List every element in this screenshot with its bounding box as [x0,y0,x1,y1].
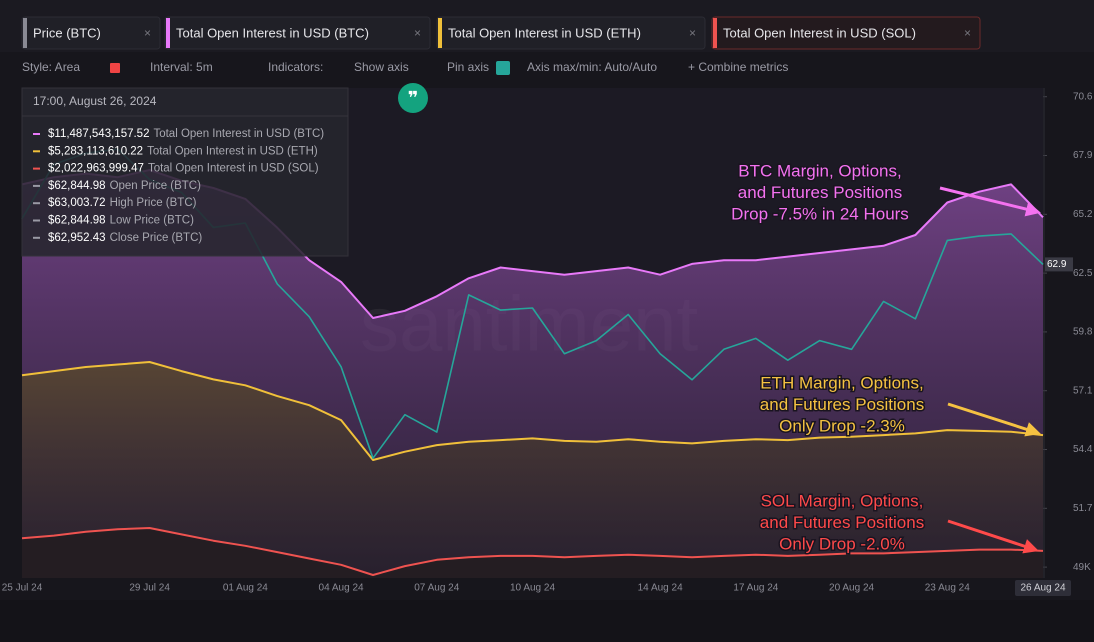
tooltip-title: 17:00, August 26, 2024 [33,94,157,108]
toolbar-item[interactable]: Pin axis [447,60,489,74]
tooltip-row: $5,283,113,610.22 Total Open Interest in … [48,145,318,157]
annotation-arrow [947,402,1041,437]
tooltip-value: $63,003.72 [48,197,106,209]
pin-checkbox[interactable] [496,61,510,75]
tab-close: × [964,26,971,40]
tooltip-label: Open Price (BTC) [110,180,202,192]
y-tick-label: 57.1 [1073,385,1093,396]
x-tick-label: 10 Aug 24 [510,583,555,594]
tooltip-row: $62,952.43 Close Price (BTC) [48,232,202,244]
tooltip-label: High Price (BTC) [110,197,197,209]
comment-badge[interactable] [398,83,428,113]
y-tick-label: 51.7 [1073,503,1093,514]
tooltip-row: $63,003.72 High Price (BTC) [48,197,197,209]
annotation-line: and Futures Positions [760,513,924,532]
tab-label[interactable]: Price (BTC) [33,25,101,40]
tooltip-row: $62,844.98 Low Price (BTC) [48,215,194,227]
tooltip-value: $62,844.98 [48,180,106,192]
tab[interactable] [436,16,706,50]
toolbar-item[interactable]: + Combine metrics [688,60,788,74]
annotation-line: Drop -7.5% in 24 Hours [731,204,909,223]
tab[interactable] [711,16,981,50]
annotation-arrow [947,519,1039,554]
y-tick-label: 67.9 [1073,150,1093,161]
x-tick-label: 04 Aug 24 [319,583,364,594]
annotation-line: BTC Margin, Options, [738,161,901,180]
tab[interactable] [164,16,431,50]
tab-color-bar [438,18,442,48]
y-tick-label: 54.4 [1073,444,1093,455]
y-tick-label: 62.5 [1073,268,1093,279]
x-tick-label: 01 Aug 24 [223,583,268,594]
y-tick-label: 59.8 [1073,327,1093,338]
tab-label[interactable]: Total Open Interest in USD (SOL) [723,25,916,40]
tab-label[interactable]: Total Open Interest in USD (BTC) [176,25,369,40]
area-fill [22,362,1043,578]
x-tick-label: 23 Aug 24 [925,583,970,594]
annotation-line: and Futures Positions [738,183,902,202]
navigator [0,600,1094,642]
tooltip-value: $62,952.43 [48,232,106,244]
color-swatch [110,63,120,73]
toolbar-item[interactable]: Indicators: [268,60,323,74]
annotation-line: Only Drop -2.0% [779,534,905,553]
toolbar-item[interactable]: Interval: 5m [150,60,213,74]
tab-color-bar [166,18,170,48]
x-tick-label: 07 Aug 24 [414,583,459,594]
tooltip-value: $62,844.98 [48,215,106,227]
tooltip-row: $11,487,543,157.52 Total Open Interest in… [48,128,324,140]
tooltip-value: $11,487,543,157.52 [48,128,149,140]
price-marker [1045,257,1073,272]
x-tick-label: 25 Jul 24 [2,583,43,594]
annotation-line: SOL Margin, Options, [761,491,924,510]
tab-close: × [144,26,151,40]
annotation-line: ETH Margin, Options, [760,373,923,392]
tab-color-bar [713,18,717,48]
tooltip-label: Low Price (BTC) [110,215,195,227]
tooltip-label: Total Open Interest in USD (SOL) [148,163,319,175]
tab-close: × [414,26,421,40]
x-tick-label: 26 Aug 24 [1020,583,1065,594]
tab-color-bar [23,18,27,48]
tooltip-label: Total Open Interest in USD (ETH) [147,145,318,157]
y-tick-label: 70.6 [1073,91,1093,102]
y-tick-label: 49K [1073,562,1091,573]
comment-icon: ❞ [408,88,419,108]
x-tick-label: 20 Aug 24 [829,583,874,594]
toolbar-item[interactable]: Style: Area [22,60,80,74]
annotation-line: Only Drop -2.3% [779,416,905,435]
x-tick-label: 14 Aug 24 [638,583,683,594]
series-line [21,361,1044,461]
x-tick-label: 29 Jul 24 [129,583,170,594]
x-tick-label: 17 Aug 24 [733,583,778,594]
toolbar-item[interactable]: Show axis [354,60,409,74]
tooltip-value: $5,283,113,610.22 [48,145,143,157]
tooltip-label: Close Price (BTC) [110,232,203,244]
tab-close: × [689,26,696,40]
tooltip-row: $2,022,963,999.47 Total Open Interest in … [48,163,319,175]
toolbar-item[interactable]: Axis max/min: Auto/Auto [527,60,657,74]
annotation-line: and Futures Positions [760,395,924,414]
tab-label[interactable]: Total Open Interest in USD (ETH) [448,25,641,40]
x-label-highlight [1015,580,1071,596]
area-fill [22,528,1043,578]
tooltip-label: Total Open Interest in USD (BTC) [153,128,324,140]
price-marker-label: 62.9 [1047,259,1067,270]
series-line [21,527,1044,576]
tab[interactable] [21,16,161,50]
tooltip-row: $62,844.98 Open Price (BTC) [48,180,201,192]
y-tick-label: 65.2 [1073,209,1093,220]
tooltip-value: $2,022,963,999.47 [48,163,144,175]
annotation-arrow [939,186,1041,217]
